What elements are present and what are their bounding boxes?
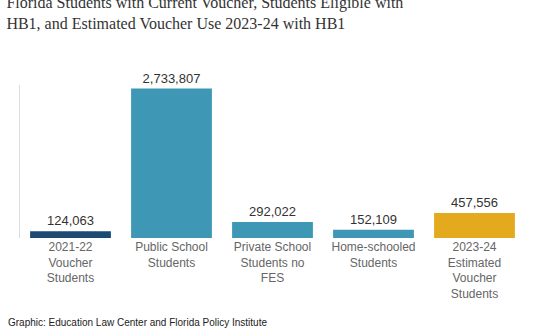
svg-text:Public SchoolStudents: Public SchoolStudents <box>135 240 208 270</box>
svg-text:152,109: 152,109 <box>350 212 397 227</box>
svg-text:Home-schooledStudents: Home-schooledStudents <box>331 240 415 270</box>
svg-text:2021-22VoucherStudents: 2021-22VoucherStudents <box>47 240 94 285</box>
svg-text:124,063: 124,063 <box>47 213 94 228</box>
svg-text:292,022: 292,022 <box>249 204 296 219</box>
svg-text:Florida Students with Current: Florida Students with Current Voucher, S… <box>6 0 403 32</box>
svg-text:2,733,807: 2,733,807 <box>143 71 201 86</box>
svg-text:2023-24EstimatedVoucherStudent: 2023-24EstimatedVoucherStudents <box>448 240 501 301</box>
svg-text:Private SchoolStudents noFES: Private SchoolStudents noFES <box>234 240 311 285</box>
svg-text:457,556: 457,556 <box>451 195 498 210</box>
svg-text:Graphic: Education Law Center: Graphic: Education Law Center and Florid… <box>8 317 267 328</box>
